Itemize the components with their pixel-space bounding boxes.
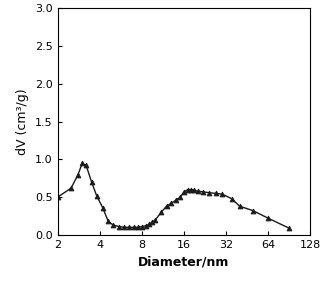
- Y-axis label: dV (cm³/g): dV (cm³/g): [16, 88, 29, 155]
- X-axis label: Diameter/nm: Diameter/nm: [138, 255, 230, 268]
